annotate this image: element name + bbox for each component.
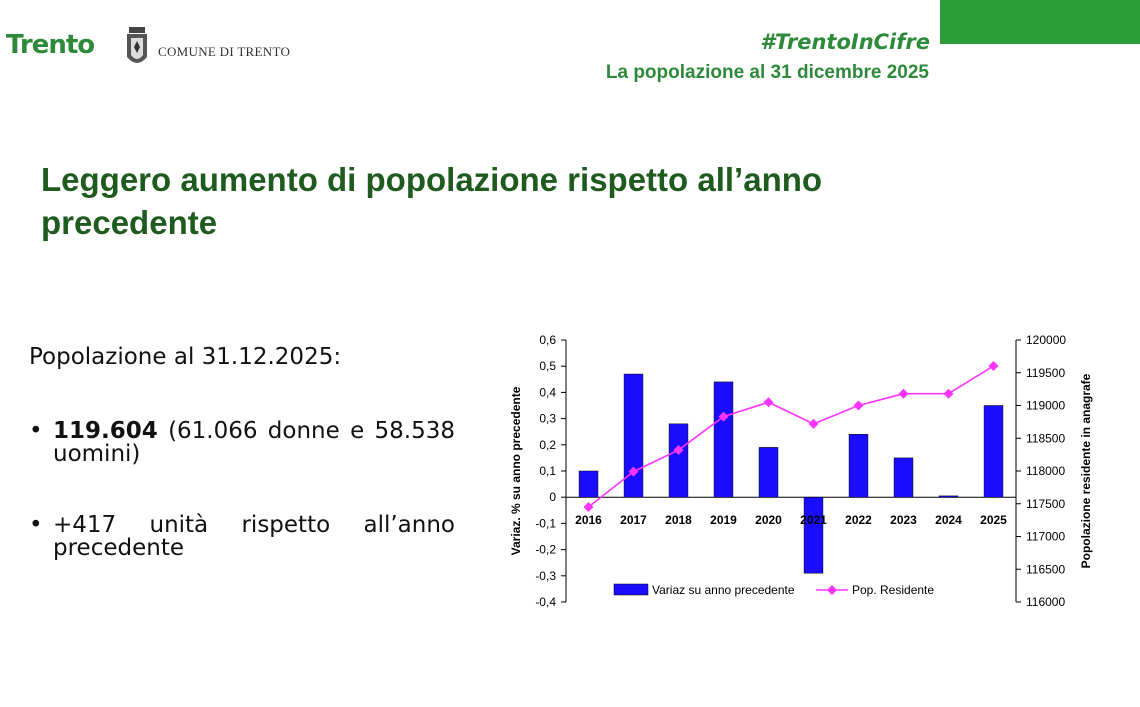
- comune-name: COMUNE DI TRENTO: [158, 44, 291, 59]
- y2-tick-label: 118500: [1026, 431, 1065, 445]
- hashtag: #TrentoInCifre: [760, 30, 930, 54]
- pop-residente-point-2018: [673, 445, 684, 456]
- y2-tick-label: 117500: [1026, 497, 1065, 511]
- x-tick-label: 2024: [935, 513, 962, 527]
- header-accent-bar: [940, 0, 1140, 44]
- bar-2016: [578, 470, 599, 498]
- bar-2020: [758, 447, 779, 498]
- pop-residente-line: [588, 365, 994, 508]
- pop-residente-point-2017: [628, 466, 639, 477]
- bar-2019: [713, 381, 734, 498]
- y-tick-label: 0,1: [539, 464, 556, 478]
- population-breakdown: (61.066 donne e 58.538 uomini): [53, 418, 455, 467]
- pop-residente-point-2025: [988, 360, 999, 371]
- y-axis-title: Variaz. % su anno precedente: [509, 386, 523, 555]
- bar-2021: [803, 496, 824, 574]
- pop-residente-point-2024: [943, 388, 954, 399]
- x-tick-label: 2019: [710, 513, 737, 527]
- legend-label-bar: Variaz su anno precedente: [652, 583, 795, 597]
- y-tick-label: -0,4: [535, 595, 556, 609]
- pop-residente-point-2016: [583, 502, 594, 513]
- pop-residente-point-2022: [853, 400, 864, 411]
- x-tick-label: 2021: [800, 513, 827, 527]
- y2-tick-label: 119500: [1026, 366, 1065, 380]
- bullet-dot: •: [29, 418, 43, 444]
- bar-2018: [668, 423, 689, 498]
- y-tick-label: 0: [549, 490, 556, 504]
- pop-residente-point-2023: [898, 388, 909, 399]
- y-tick-label: -0,2: [535, 543, 556, 557]
- bar-2017: [623, 373, 644, 498]
- y2-tick-label: 120000: [1026, 333, 1066, 347]
- x-tick-label: 2022: [845, 513, 872, 527]
- bar-2022: [848, 434, 869, 498]
- x-tick-label: 2023: [890, 513, 917, 527]
- y-tick-label: -0,3: [535, 569, 556, 583]
- y2-tick-label: 116000: [1026, 595, 1065, 609]
- x-tick-label: 2018: [665, 513, 692, 527]
- page-title: Leggero aumento di popolazione rispetto …: [41, 161, 823, 241]
- population-change: +417 unità rispetto all’anno precedente: [53, 512, 455, 561]
- population-label: Popolazione al 31.12.2025:: [29, 344, 342, 370]
- bullet-population: • 119.604 (61.066 donne e 58.538 uomini): [29, 420, 455, 466]
- trento-logo: Trento: [6, 30, 95, 60]
- x-tick-label: 2025: [980, 513, 1007, 527]
- bar-2025: [983, 405, 1004, 498]
- population-total: 119.604: [53, 418, 158, 444]
- y-tick-label: 0,2: [539, 438, 556, 452]
- comune-crest-icon: [127, 27, 147, 63]
- y2-tick-label: 116500: [1026, 562, 1065, 576]
- y2-axis-title: Popolazione residente in anagrafe: [1079, 373, 1093, 568]
- population-chart: 0,6 0,5 0,4 0,3 0,2 0,1 0 -0,1 -0,2 -0,3 -0,4 12000…: [509, 333, 1093, 609]
- legend-marker-line: [827, 585, 837, 595]
- pop-residente-point-2021: [808, 418, 819, 429]
- x-tick-label: 2017: [620, 513, 647, 527]
- y-tick-label: 0,3: [539, 412, 556, 426]
- legend-label-line: Pop. Residente: [852, 583, 934, 597]
- bar-2023: [893, 457, 914, 498]
- bar-2024: [938, 495, 959, 498]
- bullet-change: • +417 unità rispetto all’anno precedent…: [29, 514, 455, 560]
- y-tick-label: 0,6: [539, 333, 556, 347]
- y2-tick-label: 119000: [1026, 399, 1065, 413]
- x-tick-label: 2020: [755, 513, 782, 527]
- bullet-dot: •: [29, 512, 43, 538]
- pop-residente-point-2020: [763, 397, 774, 408]
- y-tick-label: 0,4: [539, 385, 556, 399]
- y-tick-label: 0,5: [539, 359, 556, 373]
- x-tick-label: 2016: [575, 513, 602, 527]
- report-subtitle: La popolazione al 31 dicembre 2025: [605, 62, 929, 83]
- y-tick-label: -0,1: [535, 516, 556, 530]
- pop-residente-point-2019: [718, 411, 729, 422]
- y2-tick-label: 117000: [1026, 530, 1065, 544]
- y2-tick-label: 118000: [1026, 464, 1065, 478]
- legend-swatch-bar: [613, 583, 649, 596]
